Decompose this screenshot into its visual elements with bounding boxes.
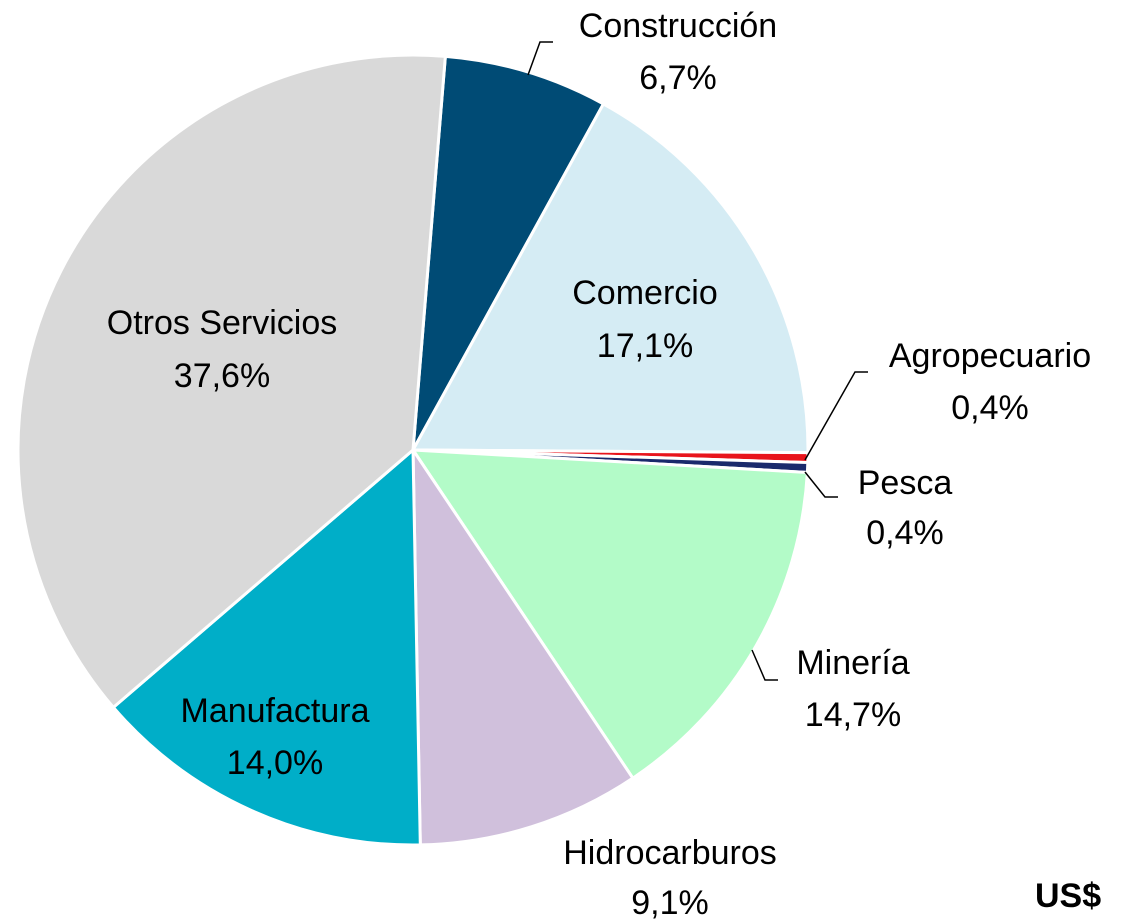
pie-slice <box>16 53 447 710</box>
pie-slice <box>411 54 606 451</box>
annotation: US$ <box>1035 877 1101 915</box>
pie-slice <box>411 444 635 847</box>
value-label: 14,7% <box>805 696 901 734</box>
leader-line <box>527 41 553 76</box>
slice-label: Hidrocarburos <box>563 834 777 872</box>
slice-label: Minería <box>796 644 909 682</box>
value-label: 17,1% <box>597 327 693 365</box>
pie-slice <box>410 448 809 781</box>
leader-line <box>751 649 778 681</box>
leader-line <box>804 371 868 461</box>
value-label: 14,0% <box>227 744 323 782</box>
slice-label: Otros Servicios <box>107 304 338 342</box>
value-label: 0,4% <box>951 389 1029 427</box>
slice-label: Construcción <box>579 7 777 45</box>
value-label: 37,6% <box>174 357 270 395</box>
slices <box>16 53 810 847</box>
value-label: 6,7% <box>639 59 717 97</box>
pie-slice <box>410 101 810 455</box>
slice-label: Pesca <box>858 464 953 502</box>
slice-label: Manufactura <box>181 692 370 730</box>
value-label: 0,4% <box>866 514 944 552</box>
slice-label: Agropecuario <box>889 337 1091 375</box>
value-label: 9,1% <box>631 884 709 922</box>
pie-slice <box>111 446 422 847</box>
leader-line <box>804 471 838 498</box>
slice-label: Comercio <box>572 274 717 312</box>
